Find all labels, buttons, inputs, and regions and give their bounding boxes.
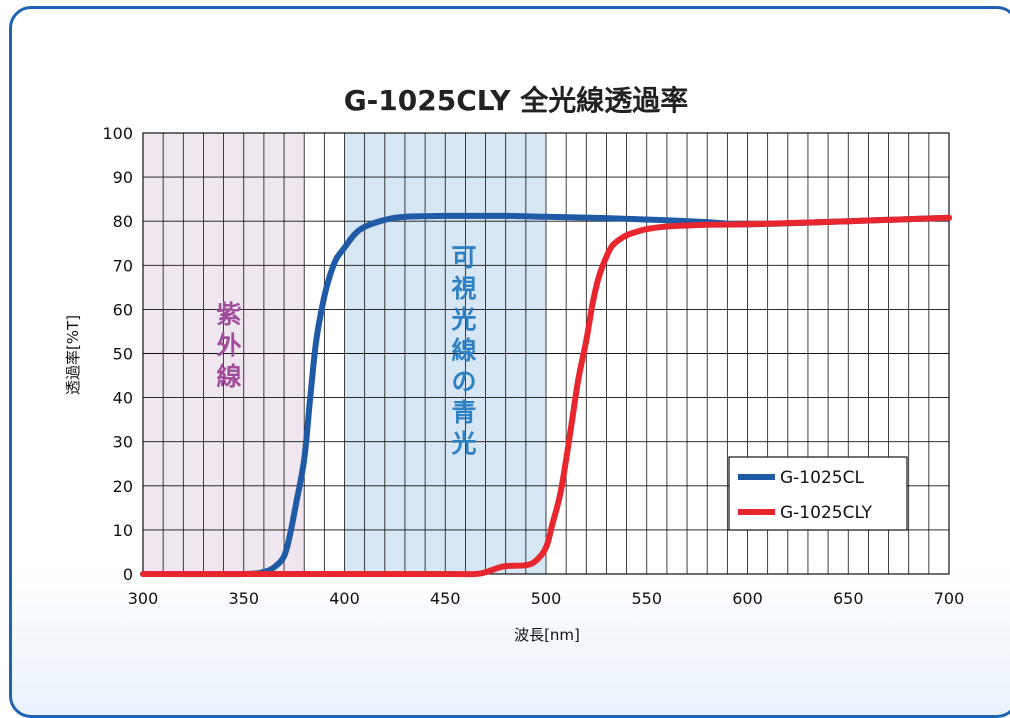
x-tick-label-700: 700 <box>934 589 965 608</box>
y-tick-label-100: 100 <box>102 124 133 143</box>
y-tick-label-70: 70 <box>113 256 133 275</box>
series-line-g-1025cly <box>140 214 952 578</box>
y-tick-label-90: 90 <box>113 168 133 187</box>
series-layer <box>140 212 952 578</box>
x-tick-label-450: 450 <box>430 589 461 608</box>
x-tick-label-500: 500 <box>531 589 562 608</box>
series-line-g-1025cl <box>140 212 952 578</box>
x-tick-label-550: 550 <box>631 589 662 608</box>
y-tick-label-50: 50 <box>113 345 133 364</box>
y-tick-label-0: 0 <box>123 565 133 584</box>
band-label-1: 可視光線の青光 <box>450 243 476 458</box>
legend: G-1025CL G-1025CLY <box>728 456 908 531</box>
y-tick-label-80: 80 <box>113 212 133 231</box>
y-tick-label-40: 40 <box>113 389 133 408</box>
legend-label-g-1025cly: G-1025CLY <box>780 503 873 523</box>
legend-box <box>728 456 908 531</box>
x-tick-label-350: 350 <box>228 589 259 608</box>
plot-border <box>142 132 950 575</box>
x-axis-label: 波長[nm] <box>514 626 580 644</box>
band-label-0: 紫外線 <box>216 300 241 391</box>
x-tick-label-600: 600 <box>732 589 763 608</box>
y-axis-label: 透過率[%T] <box>64 315 82 395</box>
y-tick-label-60: 60 <box>113 300 133 319</box>
ticks-layer: 300 350 400 450 500 550 600 650 700 0 10 20 30 40 50 60… <box>102 124 964 608</box>
band-labels-layer: 紫外線 可視光線の青光 <box>216 243 476 458</box>
x-tick-label-300: 300 <box>128 589 159 608</box>
y-tick-label-10: 10 <box>113 521 133 540</box>
y-tick-label-20: 20 <box>113 477 133 496</box>
chart-title: G-1025CLY 全光線透過率 <box>344 84 689 117</box>
legend-label-g-1025cl: G-1025CL <box>780 468 864 488</box>
x-tick-label-400: 400 <box>329 589 360 608</box>
y-tick-label-30: 30 <box>113 433 133 452</box>
x-tick-label-650: 650 <box>833 589 864 608</box>
